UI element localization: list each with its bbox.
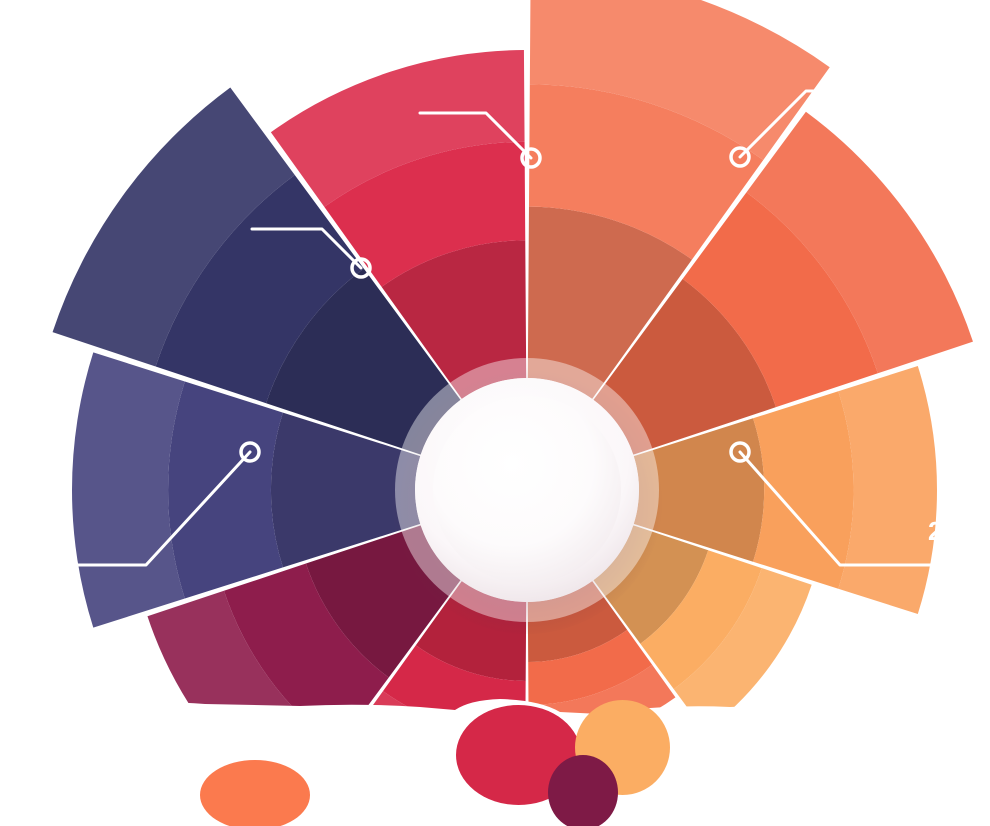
- callout-callout-top-right[interactable]: [729, 89, 878, 168]
- wheel-wedge[interactable]: [71, 352, 421, 628]
- wedge-band-2: [270, 50, 525, 207]
- decorative-blob: [200, 760, 310, 826]
- callout-marker-icon[interactable]: [729, 441, 751, 463]
- wedge-band-2: [52, 87, 295, 367]
- value-label-layer: 2: [928, 516, 942, 546]
- callout-marker-icon[interactable]: [239, 441, 261, 463]
- wedge-band-1: [528, 629, 653, 705]
- wheel-wedge[interactable]: [527, 0, 830, 399]
- callout-leader-line: [738, 89, 878, 159]
- wedge-band-0: [593, 278, 776, 455]
- callout-marker-icon[interactable]: [350, 257, 372, 279]
- wedge-band-1: [528, 84, 764, 260]
- decorative-blob: [456, 705, 581, 805]
- wedge-band-0: [270, 412, 421, 568]
- wedge-value-label: 2: [928, 516, 942, 546]
- wheel-wedge[interactable]: [52, 87, 461, 455]
- wedge-band-1: [223, 563, 389, 748]
- wedge-band-2: [529, 0, 830, 161]
- callout-layer: [68, 89, 990, 567]
- callout-leader-line: [250, 227, 363, 270]
- bottom-blob-layer: [200, 700, 670, 826]
- wedge-band-2: [746, 111, 973, 374]
- wedge-band-1: [682, 192, 878, 408]
- decorative-blob: [548, 755, 618, 826]
- callout-leader-line: [68, 450, 252, 567]
- wedge-band-1: [155, 174, 364, 404]
- wedge-band-0: [381, 240, 527, 399]
- wheel-wedge[interactable]: [633, 366, 938, 614]
- wedge-band-1: [640, 550, 762, 690]
- hub-group: [391, 358, 663, 634]
- callout-callout-left[interactable]: [68, 441, 261, 567]
- callout-callout-right[interactable]: [729, 441, 990, 567]
- wedge-band-0: [266, 268, 461, 455]
- callout-marker-icon[interactable]: [729, 146, 751, 168]
- callout-callout-top-center[interactable]: [418, 111, 542, 169]
- callout-marker-icon[interactable]: [520, 147, 542, 169]
- callout-callout-upper-left[interactable]: [250, 227, 372, 279]
- wheel-wedge[interactable]: [270, 50, 527, 399]
- callout-leader-line: [738, 450, 990, 567]
- wedge-band-2: [673, 568, 812, 732]
- wedge-band-1: [753, 391, 854, 589]
- wedge-band-2: [147, 590, 338, 812]
- wedge-band-1: [324, 141, 526, 287]
- wedge-band-2: [71, 352, 185, 628]
- callout-leader-line: [418, 111, 533, 160]
- hub-inner-disk[interactable]: [433, 396, 621, 584]
- wheel-wedge[interactable]: [593, 111, 973, 455]
- wedge-band-1: [168, 381, 283, 599]
- wedge-band-2: [838, 366, 938, 614]
- wedge-band-0: [527, 206, 692, 399]
